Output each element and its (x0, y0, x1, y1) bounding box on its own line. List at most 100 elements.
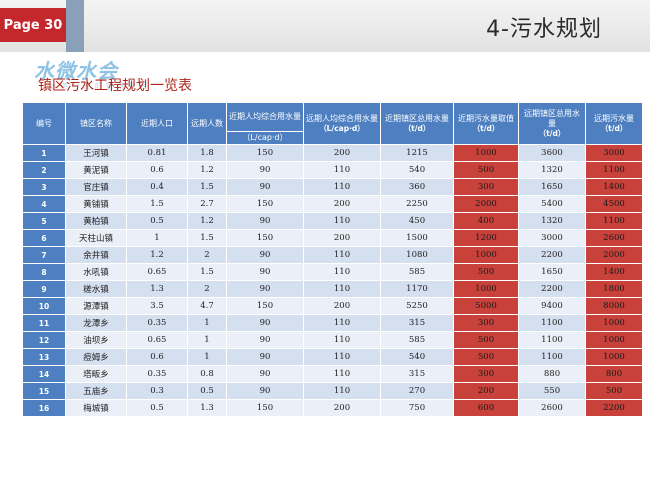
cell-near-sewage: 200 (454, 383, 518, 399)
cell-town: 槎水镇 (66, 281, 126, 297)
col-header-near-use: 近期人均综合用水量 (227, 103, 303, 131)
cell-far-use: 110 (304, 349, 380, 365)
cell-near-sewage: 1000 (454, 247, 518, 263)
cell-far-use: 110 (304, 366, 380, 382)
cell-far-pop: 4.7 (188, 298, 226, 314)
cell-near-sewage: 400 (454, 213, 518, 229)
cell-near-pop: 0.3 (127, 383, 187, 399)
cell-near-pop: 0.5 (127, 213, 187, 229)
table-row: 11 龙潭乡 0.35 1 90 110 315 300 1100 1000 (23, 315, 642, 331)
cell-near-pop: 0.5 (127, 400, 187, 416)
cell-town: 五庙乡 (66, 383, 126, 399)
cell-far-sewage: 1800 (586, 281, 642, 297)
cell-town: 黄泥镇 (66, 162, 126, 178)
cell-far-pop: 1.2 (188, 162, 226, 178)
table-row: 6 天柱山镇 1 1.5 150 200 1500 1200 3000 2600 (23, 230, 642, 246)
cell-near-pop: 1.2 (127, 247, 187, 263)
col-header-near-total-unit: （t/d） (403, 123, 431, 133)
cell-far-sewage: 500 (586, 383, 642, 399)
cell-far-sewage: 4500 (586, 196, 642, 212)
sewage-plan-table: 编号 镇区名称 近期人口 远期人数 近期人均综合用水量 远期人均综合用水量 （L… (22, 102, 643, 417)
table-row: 10 源潭镇 3.5 4.7 150 200 5250 5000 9400 8000 (23, 298, 642, 314)
table-row: 12 油坝乡 0.65 1 90 110 585 500 1100 1000 (23, 332, 642, 348)
cell-near-sewage: 1200 (454, 230, 518, 246)
cell-far-pop: 1 (188, 332, 226, 348)
cell-far-use: 110 (304, 315, 380, 331)
cell-far-pop: 2 (188, 247, 226, 263)
cell-near-total: 2250 (381, 196, 453, 212)
cell-near-sewage: 300 (454, 366, 518, 382)
cell-near-use: 90 (227, 162, 303, 178)
col-header-near-sewage: 近期污水量取值 （t/d） (454, 103, 518, 144)
cell-town: 官庄镇 (66, 179, 126, 195)
col-header-near-pop: 近期人口 (127, 103, 187, 144)
table-row: 14 塔畈乡 0.35 0.8 90 110 315 300 880 800 (23, 366, 642, 382)
cell-far-pop: 2.7 (188, 196, 226, 212)
cell-near-sewage: 600 (454, 400, 518, 416)
cell-far-pop: 0.5 (188, 383, 226, 399)
slide-title: 4-污水规划 (486, 17, 602, 42)
cell-town: 油坝乡 (66, 332, 126, 348)
cell-far-use: 200 (304, 230, 380, 246)
col-header-far-total-unit: （t/d） (538, 128, 566, 138)
cell-idx: 5 (23, 213, 65, 229)
cell-far-pop: 1.5 (188, 179, 226, 195)
cell-idx: 7 (23, 247, 65, 263)
cell-near-pop: 0.65 (127, 332, 187, 348)
col-header-index: 编号 (23, 103, 65, 144)
cell-near-sewage: 1000 (454, 281, 518, 297)
table-row: 5 黄柏镇 0.5 1.2 90 110 450 400 1320 1100 (23, 213, 642, 229)
cell-far-use: 110 (304, 264, 380, 280)
cell-far-total: 880 (519, 366, 585, 382)
col-header-far-sewage-label: 远期污水量 (594, 113, 634, 123)
slide-header: Page 30 4-污水规划 (0, 0, 650, 52)
cell-far-total: 550 (519, 383, 585, 399)
cell-far-total: 9400 (519, 298, 585, 314)
cell-near-total: 1500 (381, 230, 453, 246)
cell-idx: 4 (23, 196, 65, 212)
col-header-far-use: 远期人均综合用水量 （L/cap·d） (304, 103, 380, 144)
cell-near-use: 90 (227, 213, 303, 229)
cell-near-use: 150 (227, 400, 303, 416)
cell-near-total: 450 (381, 213, 453, 229)
cell-far-pop: 1 (188, 315, 226, 331)
cell-far-pop: 0.8 (188, 366, 226, 382)
cell-idx: 16 (23, 400, 65, 416)
table-row: 8 水吼镇 0.65 1.5 90 110 585 500 1650 1400 (23, 264, 642, 280)
cell-far-use: 200 (304, 196, 380, 212)
cell-near-pop: 1.5 (127, 196, 187, 212)
cell-far-sewage: 2000 (586, 247, 642, 263)
cell-near-use: 90 (227, 247, 303, 263)
table-row: 15 五庙乡 0.3 0.5 90 110 270 200 550 500 (23, 383, 642, 399)
cell-town: 源潭镇 (66, 298, 126, 314)
cell-near-sewage: 500 (454, 349, 518, 365)
cell-far-sewage: 8000 (586, 298, 642, 314)
cell-far-use: 110 (304, 281, 380, 297)
cell-far-sewage: 1100 (586, 213, 642, 229)
cell-far-pop: 1 (188, 349, 226, 365)
cell-far-use: 110 (304, 213, 380, 229)
cell-far-total: 1320 (519, 213, 585, 229)
cell-near-use: 90 (227, 366, 303, 382)
cell-far-total: 2200 (519, 281, 585, 297)
cell-idx: 14 (23, 366, 65, 382)
cell-near-sewage: 300 (454, 315, 518, 331)
cell-near-use: 90 (227, 332, 303, 348)
cell-town: 塔畈乡 (66, 366, 126, 382)
cell-near-pop: 0.35 (127, 366, 187, 382)
col-header-far-total-label: 远期镇区总用水量 (524, 108, 580, 128)
cell-near-sewage: 500 (454, 264, 518, 280)
cell-far-use: 110 (304, 383, 380, 399)
cell-near-sewage: 500 (454, 332, 518, 348)
cell-town: 梅城镇 (66, 400, 126, 416)
table-row: 7 余井镇 1.2 2 90 110 1080 1000 2200 2000 (23, 247, 642, 263)
cell-far-total: 2200 (519, 247, 585, 263)
table-row: 1 王河镇 0.81 1.8 150 200 1215 1000 3600 3000 (23, 145, 642, 161)
cell-far-total: 3600 (519, 145, 585, 161)
table-row: 16 梅城镇 0.5 1.3 150 200 750 600 2600 2200 (23, 400, 642, 416)
table-row: 4 黄铺镇 1.5 2.7 150 200 2250 2000 5400 4500 (23, 196, 642, 212)
cell-far-total: 1320 (519, 162, 585, 178)
cell-town: 黄铺镇 (66, 196, 126, 212)
cell-near-total: 5250 (381, 298, 453, 314)
cell-far-sewage: 3000 (586, 145, 642, 161)
